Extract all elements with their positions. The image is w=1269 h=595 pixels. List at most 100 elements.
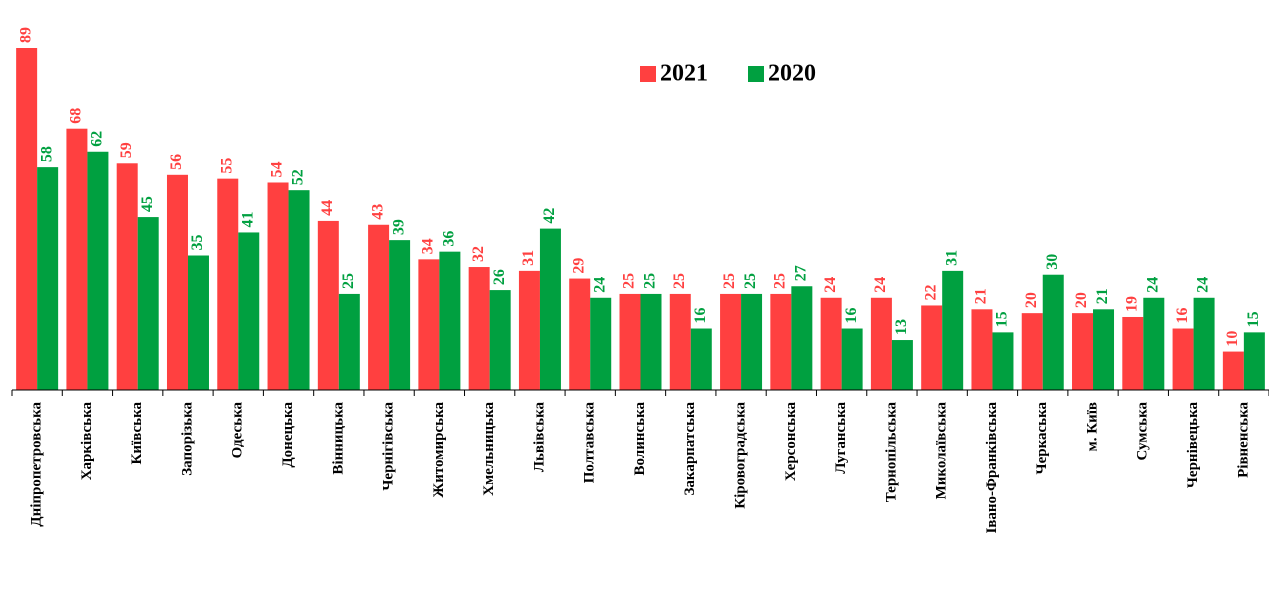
data-label: 54 [269,161,286,177]
x-tick-label: Запорізька [179,402,195,476]
x-tick-label: Львівська [531,402,547,473]
data-label: 19 [1123,296,1140,312]
data-label: 58 [38,146,55,162]
bar [217,178,239,390]
x-tick-label: Полтавська [582,402,598,484]
x-tick-label: Івано-Франківська [984,402,1000,534]
data-label: 43 [369,204,386,220]
x-tick-label: Рівненська [1235,402,1251,478]
x-tick-label: Донецька [280,402,296,468]
data-label: 36 [441,231,458,247]
bar [187,255,209,390]
data-label: 35 [189,235,206,251]
data-label: 56 [168,154,185,170]
data-label: 26 [491,269,508,285]
bar [921,305,943,390]
data-label: 16 [692,308,709,324]
bar [619,293,641,390]
data-label: 89 [17,27,34,43]
bar [1021,313,1043,390]
x-tick-label: Миколаївська [934,402,950,500]
data-label: 32 [470,246,487,262]
x-tick-label: Тернопільська [883,402,899,503]
bar [288,190,310,390]
bar [1042,274,1064,390]
data-label: 62 [89,131,106,147]
bar [518,270,540,390]
bar [569,278,591,390]
data-label: 55 [218,158,235,174]
bar [267,182,289,390]
data-label: 30 [1044,254,1061,270]
data-label: 13 [893,319,910,335]
bar [338,293,360,390]
legend-swatch [640,66,656,82]
data-label: 21 [1094,288,1111,304]
data-label: 44 [319,200,336,216]
x-tick-label: Київська [129,402,145,465]
data-label: 20 [1023,292,1040,308]
bar [1143,297,1165,390]
bar [1243,332,1265,390]
x-tick-label: Вінницька [330,402,346,475]
data-label: 16 [1174,308,1191,324]
x-tick-label: Сумська [1135,402,1151,461]
bar [741,293,763,390]
data-label: 31 [943,250,960,266]
data-label: 31 [520,250,537,266]
bar [891,340,913,390]
data-label: 20 [1073,292,1090,308]
bar [942,270,964,390]
data-label: 25 [772,273,789,289]
x-tick-label: Житомирська [431,402,447,498]
bar [1222,351,1244,390]
legend-swatch [748,66,764,82]
bar [468,267,490,390]
x-tick-label: Дніпропетровська [29,402,45,527]
bar [791,286,813,390]
data-label: 39 [390,219,407,235]
bar [720,293,742,390]
x-tick-label: Чернігівська [381,402,397,491]
data-label: 59 [118,142,135,158]
data-label: 68 [68,108,85,124]
bar [669,293,691,390]
data-label: 25 [671,273,688,289]
bar [971,309,993,390]
bar [37,167,59,390]
x-tick-label: м. Київ [1084,402,1100,452]
bar [137,217,159,390]
data-label: 24 [1144,277,1161,293]
bar [1122,316,1144,390]
x-tick-label: Одеська [230,402,246,459]
bar [489,290,511,390]
bar [1093,309,1115,390]
data-label: 25 [642,273,659,289]
x-tick-label: Херсонська [783,402,799,482]
bar [439,251,461,390]
data-label: 22 [922,284,939,300]
data-label: 25 [621,273,638,289]
data-label: 24 [591,277,608,293]
data-label: 16 [843,308,860,324]
bar [590,297,612,390]
data-label: 15 [994,311,1011,327]
bar [992,332,1014,390]
legend: 2021 2020 [640,61,816,87]
data-label: 29 [570,258,587,274]
bar [539,228,561,390]
bar [66,128,88,390]
data-label: 25 [340,273,357,289]
bar [317,220,339,390]
bar [1072,313,1094,390]
data-label: 25 [742,273,759,289]
data-label: 52 [290,169,307,185]
x-tick-label: Харківська [79,402,95,481]
legend-label: 2021 [660,61,708,87]
data-label: 42 [541,208,558,224]
bar [116,163,138,390]
bar [841,328,863,390]
data-label: 10 [1224,331,1241,347]
x-tick-label: Черкаська [1034,402,1050,475]
